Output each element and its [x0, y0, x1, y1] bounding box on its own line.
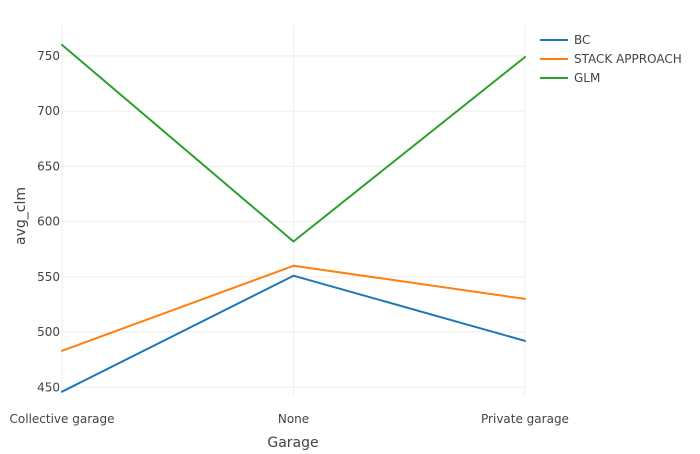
y-tick-label: 500 — [37, 325, 60, 339]
y-tick-labels: 450 500 550 600 650 700 750 — [37, 49, 60, 394]
y-tick-label: 600 — [37, 215, 60, 229]
legend-label: BC — [574, 33, 590, 47]
y-tick-label: 750 — [37, 49, 60, 63]
y-tick-label: 700 — [37, 104, 60, 118]
y-tick-label: 550 — [37, 270, 60, 284]
series-line-glm — [61, 43, 526, 243]
legend-item[interactable]: BC — [540, 33, 590, 47]
legend-item[interactable]: GLM — [540, 71, 600, 85]
x-tick-label: None — [278, 412, 309, 426]
series-line-bc — [61, 274, 526, 393]
y-tick-label: 450 — [37, 380, 60, 394]
y-axis-title: avg_clm — [13, 187, 29, 245]
legend-label: STACK APPROACH — [574, 52, 682, 66]
x-axis-title: Garage — [267, 435, 318, 450]
legend-item[interactable]: STACK APPROACH — [540, 52, 682, 66]
x-tick-label: Collective garage — [10, 412, 115, 426]
series-lines — [61, 43, 526, 393]
legend[interactable]: BC STACK APPROACH GLM — [540, 33, 682, 85]
x-tick-labels: Collective garage None Private garage — [10, 412, 569, 426]
y-tick-label: 650 — [37, 159, 60, 173]
legend-label: GLM — [574, 71, 600, 85]
x-tick-label: Private garage — [481, 412, 569, 426]
series-line-stack-approach — [61, 264, 526, 352]
gridlines — [61, 25, 526, 395]
